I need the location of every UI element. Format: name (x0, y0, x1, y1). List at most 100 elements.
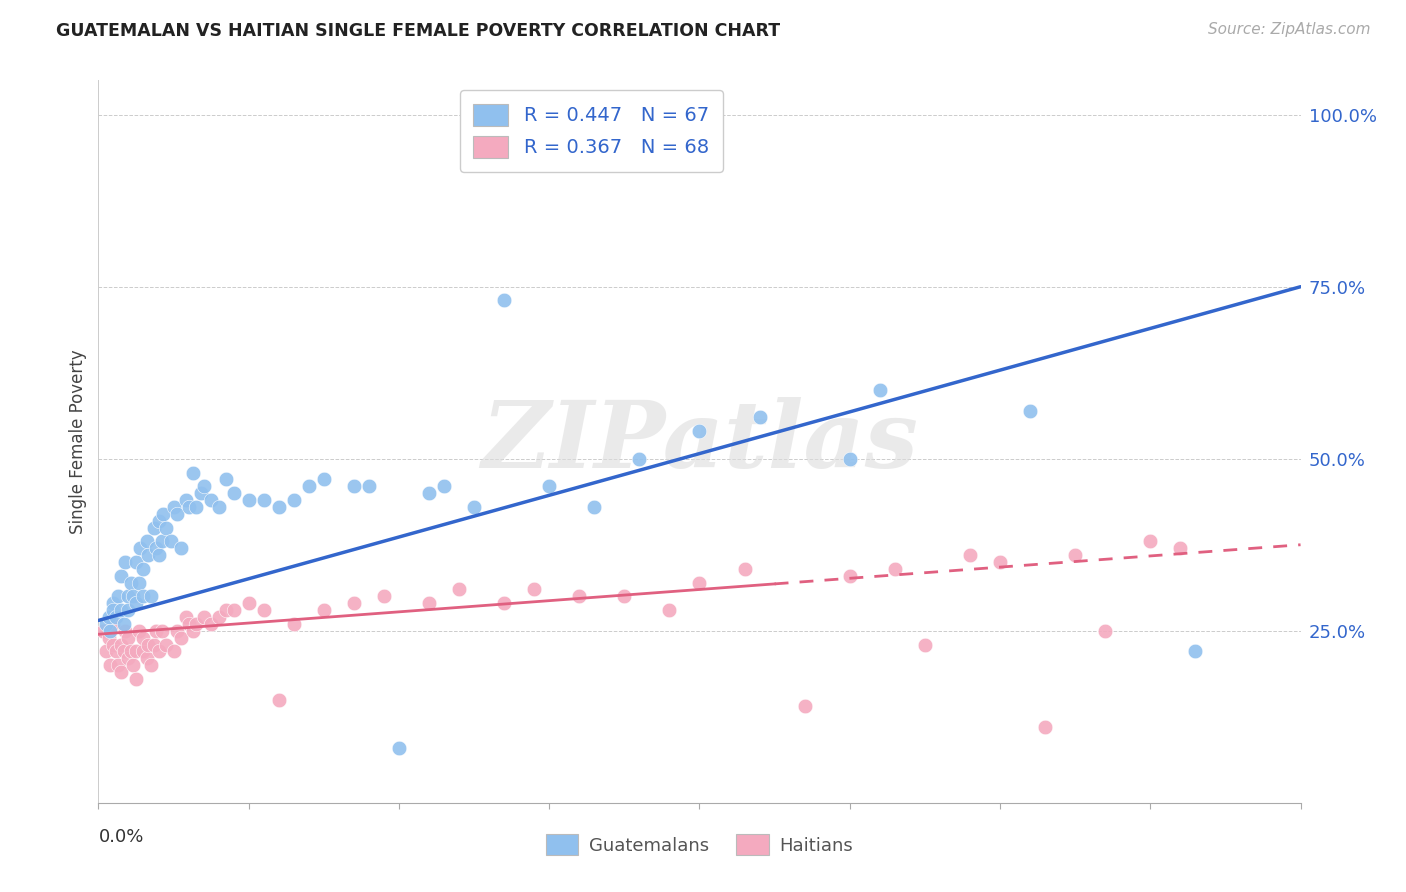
Point (162, 644, 184, 658)
Point (748, 410, 770, 425)
Point (1019, 403, 1042, 417)
Point (267, 692, 290, 706)
Point (162, 500, 184, 514)
Point (494, 293, 516, 308)
Point (628, 451, 651, 466)
Point (139, 590, 162, 604)
Point (734, 562, 756, 576)
Point (155, 638, 177, 652)
Point (343, 596, 366, 610)
Point (869, 383, 891, 397)
Point (838, 568, 860, 582)
Point (125, 596, 148, 610)
Point (200, 616, 222, 631)
Point (298, 479, 321, 493)
Point (1064, 548, 1087, 562)
Point (208, 610, 231, 624)
Legend: Guatemalans, Haitians: Guatemalans, Haitians (538, 827, 860, 863)
Point (433, 479, 456, 493)
Point (148, 644, 170, 658)
Point (357, 479, 380, 493)
Point (97, 631, 120, 645)
Point (132, 562, 155, 576)
Point (253, 493, 276, 508)
Point (177, 616, 200, 631)
Point (114, 624, 136, 638)
Point (121, 644, 143, 658)
Point (103, 616, 125, 631)
Point (494, 596, 516, 610)
Point (1184, 644, 1206, 658)
Point (343, 479, 366, 493)
Point (135, 651, 157, 665)
Point (283, 493, 305, 508)
Point (114, 555, 136, 569)
Point (112, 616, 135, 631)
Point (103, 596, 125, 610)
Point (914, 638, 936, 652)
Point (128, 624, 150, 638)
Point (125, 555, 148, 569)
Point (373, 590, 395, 604)
Point (181, 624, 204, 638)
Point (184, 616, 207, 631)
Point (110, 568, 132, 582)
Point (155, 520, 177, 534)
Point (959, 548, 981, 562)
Point (145, 624, 167, 638)
Point (793, 699, 815, 714)
Point (117, 590, 139, 604)
Text: 0.0%: 0.0% (98, 828, 143, 847)
Point (103, 603, 125, 617)
Point (238, 596, 260, 610)
Point (122, 590, 145, 604)
Point (110, 638, 132, 652)
Point (200, 493, 222, 508)
Point (148, 548, 170, 562)
Point (1139, 534, 1161, 549)
Point (107, 590, 129, 604)
Point (125, 644, 148, 658)
Point (110, 665, 132, 679)
Point (94, 644, 117, 658)
Point (1170, 541, 1192, 556)
Point (418, 596, 440, 610)
Point (193, 610, 215, 624)
Point (523, 582, 546, 597)
Point (125, 672, 148, 686)
Point (267, 500, 290, 514)
Point (91, 624, 114, 638)
Point (283, 616, 305, 631)
Text: ZIPatlas: ZIPatlas (481, 397, 918, 486)
Point (143, 638, 166, 652)
Point (145, 541, 167, 556)
Point (222, 486, 245, 500)
Point (174, 493, 197, 508)
Point (105, 644, 128, 658)
Point (190, 486, 212, 500)
Point (215, 603, 238, 617)
Point (107, 658, 129, 673)
Point (181, 466, 204, 480)
Point (143, 520, 166, 534)
Point (312, 603, 335, 617)
Point (1094, 624, 1116, 638)
Point (988, 555, 1011, 569)
Point (121, 575, 143, 590)
Point (689, 424, 711, 438)
Point (166, 624, 188, 638)
Point (166, 507, 188, 521)
Point (613, 590, 636, 604)
Point (253, 603, 276, 617)
Point (122, 658, 145, 673)
Point (150, 624, 173, 638)
Point (658, 603, 681, 617)
Point (538, 479, 561, 493)
Point (215, 472, 238, 486)
Point (129, 541, 152, 556)
Point (105, 610, 128, 624)
Point (152, 507, 174, 521)
Text: Source: ZipAtlas.com: Source: ZipAtlas.com (1208, 22, 1371, 37)
Point (139, 658, 162, 673)
Point (388, 740, 411, 755)
